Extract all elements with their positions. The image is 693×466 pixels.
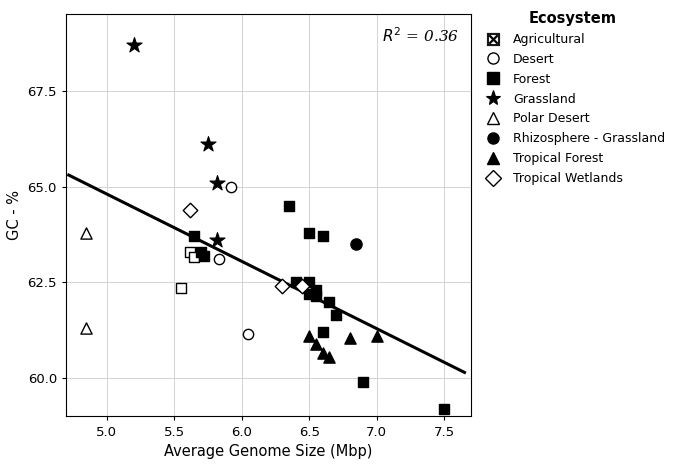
Point (185, 206, 196, 213)
Point (212, 236, 223, 244)
Point (310, 340, 322, 347)
Point (195, 248, 207, 255)
Point (185, 248, 196, 255)
Point (225, 183, 236, 190)
Point (202, 141, 213, 148)
Y-axis label: GC - %: GC - % (7, 190, 22, 240)
Point (175, 284, 186, 292)
Point (175, 284, 186, 292)
Point (188, 254, 200, 261)
Point (81, 325, 92, 332)
Point (243, 330, 254, 338)
Point (81, 229, 92, 236)
Point (304, 279, 315, 286)
Point (304, 229, 315, 236)
Point (185, 248, 196, 255)
Point (324, 353, 335, 361)
Point (344, 334, 356, 342)
Point (188, 233, 200, 240)
Point (317, 329, 328, 336)
Point (188, 254, 200, 261)
Point (297, 282, 308, 290)
Point (439, 405, 450, 412)
Point (128, 41, 139, 48)
Point (290, 279, 301, 286)
Point (198, 252, 209, 259)
Point (324, 298, 335, 305)
Point (310, 292, 322, 300)
Point (213, 256, 225, 263)
Point (358, 378, 369, 386)
Point (304, 332, 315, 340)
Legend: Agricultural, Desert, Forest, Grassland, Polar Desert, Rhizosphere - Grassland, : Agricultural, Desert, Forest, Grassland,… (475, 6, 670, 190)
Point (351, 240, 362, 248)
Point (212, 179, 223, 186)
Point (310, 286, 322, 294)
Point (317, 350, 328, 357)
Point (317, 233, 328, 240)
Point (304, 290, 315, 298)
Text: $R^2$ = 0.36: $R^2$ = 0.36 (382, 26, 459, 45)
Point (277, 282, 288, 290)
Point (283, 202, 295, 209)
Point (317, 430, 328, 438)
X-axis label: Average Genome Size (Mbp): Average Genome Size (Mbp) (164, 444, 373, 459)
Point (331, 311, 342, 319)
Point (371, 332, 383, 340)
